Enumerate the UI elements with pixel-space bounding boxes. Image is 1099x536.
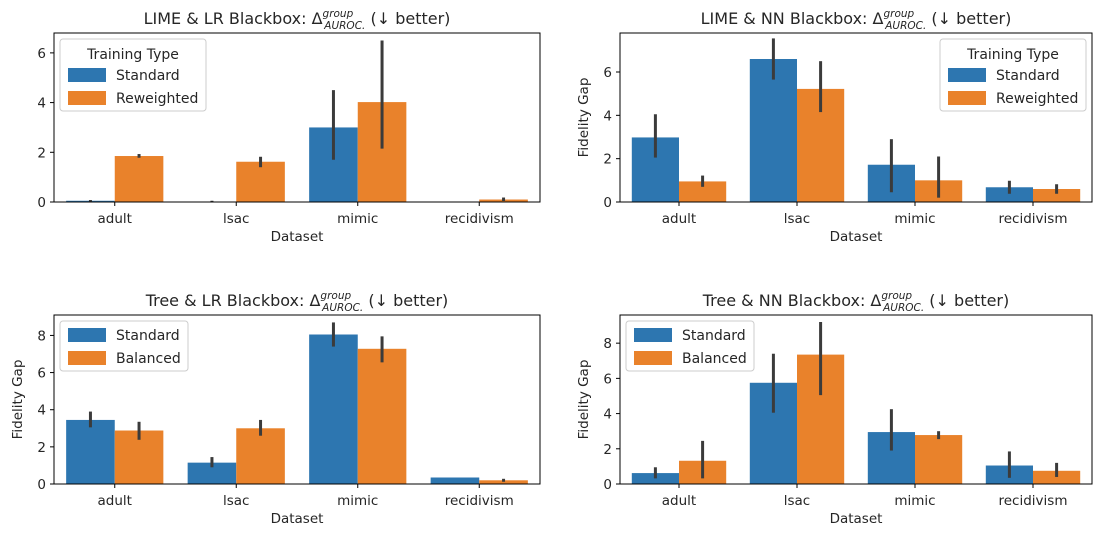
y-tick-label: 4 [603, 108, 612, 124]
y-tick-label: 6 [603, 65, 612, 81]
x-tick-label-mimic: mimic [894, 211, 935, 227]
y-tick-label: 0 [37, 477, 46, 493]
legend-swatch-balanced [68, 351, 106, 365]
x-tick-label-mimic: mimic [894, 493, 935, 509]
axes-frame [53, 32, 541, 203]
axes-frame [53, 314, 541, 485]
bar-standard-recidivism [430, 477, 480, 484]
bar-standard-recidivism [985, 187, 1033, 202]
axes-frame [619, 32, 1093, 203]
x-tick-label-adult: adult [662, 493, 696, 509]
chart-panel-2: 0 2 4 6 adult lsac mimic recidivism Dataset Fidel… [576, 8, 1093, 245]
chart-title: Tree & NN Blackbox: Δgroup AUROC. (↓ bett… [702, 290, 1010, 314]
bar-standard-mimic [309, 334, 358, 484]
bar-balanced-lsac [236, 428, 285, 484]
bar-balanced-mimic [357, 348, 407, 484]
legend-label-reweighted: Reweighted [996, 91, 1078, 107]
y-tick-label: 4 [37, 96, 46, 112]
legend-label-standard: Standard [996, 68, 1060, 84]
bar-standard-adult [631, 473, 679, 484]
chart-title: LIME & NN Blackbox: Δgroup AUROC. (↓ bett… [701, 8, 1012, 32]
x-tick-label-adult: adult [98, 211, 132, 227]
chart-panel-3: 0 2 4 6 8 adult lsac mimic recidivism Dataset Fide… [10, 290, 541, 527]
x-tick-label-lsac: lsac [784, 493, 810, 509]
x-axis-label: Dataset [271, 229, 324, 245]
bar-standard-lsac [749, 59, 797, 202]
legend-label-standard: Standard [116, 68, 180, 84]
x-axis-label: Dataset [830, 229, 883, 245]
y-tick-label: 6 [603, 371, 612, 387]
x-tick-label-adult: adult [98, 493, 132, 509]
legend-title: Training Type [966, 47, 1059, 63]
y-tick-label: 2 [37, 440, 46, 456]
x-tick-label-adult: adult [662, 211, 696, 227]
chart-title: LIME & LR Blackbox: Δgroup AUROC. (↓ bett… [144, 8, 451, 32]
legend: Standard Balanced [625, 320, 755, 372]
axes-frame [619, 314, 1093, 485]
chart-panel-4: 0 2 4 6 8 adult lsac mimic recidivism Dataset Fide… [576, 290, 1093, 527]
bar-reweighted-adult [679, 181, 727, 202]
y-axis-label: Fidelity Gap [576, 360, 592, 440]
x-tick-label-recidivism: recidivism [445, 211, 514, 227]
x-tick-label-mimic: mimic [337, 211, 378, 227]
legend-swatch-standard [948, 68, 986, 82]
y-tick-label: 6 [37, 366, 46, 382]
legend-title: Training Type [86, 47, 179, 63]
legend-label-standard: Standard [682, 328, 746, 344]
y-tick-label: 4 [37, 403, 46, 419]
legend: Training Type Standard Reweighted [939, 38, 1087, 112]
x-tick-label-lsac: lsac [784, 211, 810, 227]
legend-swatch-reweighted [68, 91, 106, 105]
legend-swatch-balanced [634, 351, 672, 365]
legend-swatch-standard [634, 328, 672, 342]
bar-reweighted-lsac [236, 161, 285, 202]
y-tick-label: 2 [37, 145, 46, 161]
legend-swatch-standard [68, 328, 106, 342]
legend-swatch-reweighted [948, 91, 986, 105]
bar-balanced-recidivism [479, 480, 528, 484]
legend: Training Type Standard Reweighted [59, 38, 207, 112]
chart-panel-1: 0 2 4 6 adult lsac mimic recidivism Dataset LIME … [37, 8, 541, 245]
y-tick-label: 0 [603, 477, 612, 493]
x-tick-label-lsac: lsac [223, 211, 249, 227]
legend-label-balanced: Balanced [682, 351, 747, 367]
x-axis-label: Dataset [271, 511, 324, 527]
x-tick-label-recidivism: recidivism [999, 211, 1068, 227]
bar-reweighted-adult [114, 156, 164, 202]
bar-standard-lsac [187, 462, 237, 484]
bar-reweighted-recidivism [1033, 189, 1081, 202]
bar-balanced-recidivism [1033, 470, 1081, 484]
y-tick-label: 2 [603, 442, 612, 458]
legend-label-reweighted: Reweighted [116, 91, 198, 107]
y-axis-label: Fidelity Gap [10, 360, 26, 440]
bar-balanced-mimic [915, 435, 963, 484]
x-tick-label-recidivism: recidivism [999, 493, 1068, 509]
y-tick-label: 0 [37, 195, 46, 211]
bar-standard-adult [66, 419, 115, 484]
y-tick-label: 8 [603, 336, 612, 352]
y-tick-label: 2 [603, 152, 612, 168]
legend: Standard Balanced [59, 320, 189, 372]
x-axis-label: Dataset [830, 511, 883, 527]
y-tick-label: 0 [603, 195, 612, 211]
legend-label-balanced: Balanced [116, 351, 181, 367]
y-tick-label: 4 [603, 407, 612, 423]
x-tick-label-recidivism: recidivism [445, 493, 514, 509]
x-tick-label-lsac: lsac [223, 493, 249, 509]
legend-swatch-standard [68, 68, 106, 82]
y-tick-label: 6 [37, 46, 46, 62]
x-tick-label-mimic: mimic [337, 493, 378, 509]
legend-label-standard: Standard [116, 328, 180, 344]
chart-title: Tree & LR Blackbox: Δgroup AUROC. (↓ bett… [145, 290, 449, 314]
y-tick-label: 8 [37, 328, 46, 344]
y-axis-label: Fidelity Gap [576, 78, 592, 158]
